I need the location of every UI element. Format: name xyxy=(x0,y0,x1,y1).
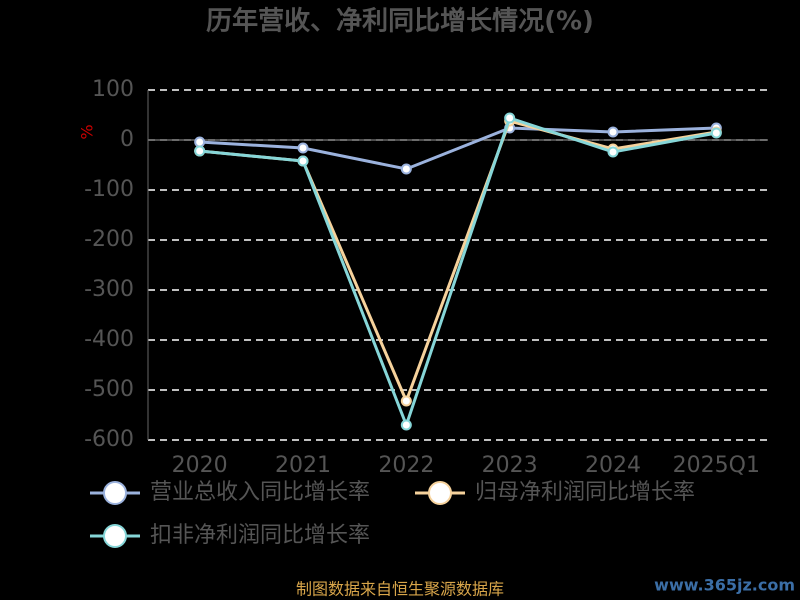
x-tick-label: 2020 xyxy=(172,453,228,478)
legend-label: 营业总收入同比增长率 xyxy=(150,480,370,505)
y-tick-label: -600 xyxy=(84,427,134,452)
legend-label: 归母净利润同比增长率 xyxy=(475,480,695,505)
watermark: www.365jz.com xyxy=(654,576,795,595)
x-tick-label: 2024 xyxy=(585,453,641,478)
y-tick-label: -400 xyxy=(84,327,134,352)
point xyxy=(607,146,619,158)
series-line xyxy=(199,126,717,171)
source-note: 制图数据来自恒生聚源数据库 xyxy=(296,580,504,599)
y-tick-label: 0 xyxy=(120,127,134,152)
point xyxy=(194,145,206,157)
legend-marker xyxy=(103,524,127,548)
x-tick-label: 2022 xyxy=(378,453,434,478)
x-tick-label: 2021 xyxy=(275,453,331,478)
point xyxy=(504,112,516,124)
point xyxy=(400,163,412,175)
point xyxy=(194,136,206,148)
chart-title: 历年营收、净利同比增长情况(%) xyxy=(206,6,594,37)
legend-label: 扣非净利润同比增长率 xyxy=(150,523,370,548)
y-axis-label: % xyxy=(78,124,97,139)
x-tick-label: 2023 xyxy=(482,453,538,478)
point xyxy=(400,419,412,431)
point xyxy=(400,395,412,407)
y-tick-label: -200 xyxy=(84,227,134,252)
point xyxy=(297,142,309,154)
point xyxy=(607,126,619,138)
legend-marker xyxy=(428,481,452,505)
legend-marker xyxy=(103,481,127,505)
x-tick-label: 2025Q1 xyxy=(673,453,760,478)
point xyxy=(297,155,309,167)
y-tick-label: 100 xyxy=(92,77,134,102)
point xyxy=(710,127,722,139)
y-tick-label: -500 xyxy=(84,377,134,402)
y-tick-label: -300 xyxy=(84,277,134,302)
y-tick-label: -100 xyxy=(84,177,134,202)
series-line xyxy=(199,116,717,430)
